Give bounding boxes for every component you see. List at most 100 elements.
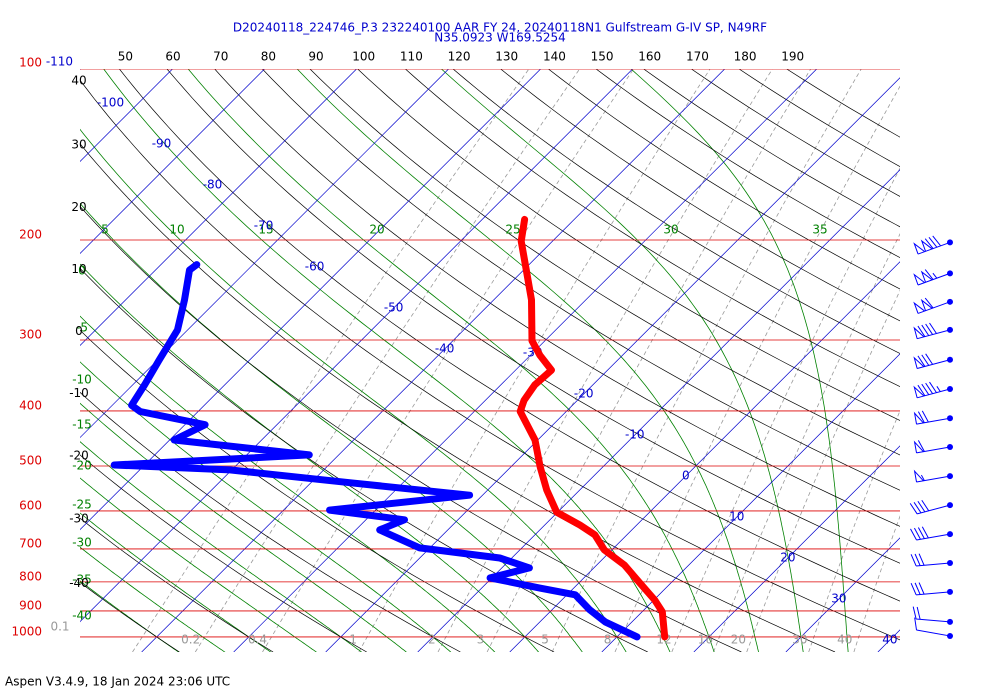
moist-adiabat-label: 5	[101, 223, 109, 237]
dry-adiabat	[80, 205, 742, 652]
wind-barb	[910, 582, 951, 596]
isotherm-label: -60	[305, 260, 325, 274]
footer: Aspen V3.4.9, 18 Jan 2024 23:06 UTC	[5, 675, 230, 689]
dry-adiabat-label: 40	[71, 74, 86, 88]
moist-adiabat-label: 25	[505, 223, 520, 237]
isotherm	[80, 69, 541, 531]
dry-adiabat-label: 80	[261, 50, 276, 64]
dry-adiabat	[80, 517, 274, 652]
wind-barb	[910, 553, 951, 567]
moist-adiabat-label: -20	[72, 459, 92, 473]
isotherm-label: -80	[203, 178, 223, 192]
y-tick-label: 100	[19, 56, 42, 70]
y-tick-label: 300	[19, 327, 42, 341]
moist-adiabat-label: 30	[663, 223, 678, 237]
dry-adiabat-label: 140	[543, 50, 566, 64]
barb-station	[947, 270, 953, 277]
dry-adiabat-label: 110	[400, 50, 423, 64]
dry-adiabat	[214, 69, 900, 527]
mixing-ratio-label: 0.1	[50, 620, 69, 634]
moist-adiabat	[80, 512, 272, 652]
barb-station	[947, 239, 953, 246]
moist-adiabat	[80, 361, 452, 652]
dry-adiabat	[691, 69, 900, 197]
dry-adiabat	[452, 69, 900, 354]
chart-subtitle: N35.0923 W169.5254	[434, 31, 566, 45]
barb-station	[947, 502, 953, 509]
barb-station	[947, 415, 953, 422]
wind-barb	[913, 440, 951, 454]
dry-adiabat	[309, 69, 900, 456]
isotherm	[417, 169, 900, 652]
mixing-ratio-line	[262, 69, 634, 652]
isotherm	[141, 69, 725, 652]
dry-adiabat	[738, 69, 900, 168]
dry-adiabat-label: -10	[69, 386, 89, 400]
moist-adiabat-label: -25	[72, 498, 92, 512]
dry-adiabat-label: 20	[71, 200, 86, 214]
moist-adiabat	[103, 69, 671, 652]
moist-adiabat	[630, 69, 849, 652]
moist-adiabat-label: -40	[72, 609, 92, 623]
dry-adiabat-label: 130	[495, 50, 518, 64]
dry-adiabat-label: 90	[308, 50, 323, 64]
isotherm-label: -110	[46, 55, 73, 69]
isotherm-label: -40	[435, 342, 455, 356]
barb-station	[947, 356, 953, 363]
wind-barb	[913, 322, 951, 340]
barb-station	[947, 326, 953, 333]
y-tick-label: 800	[19, 569, 42, 583]
barb-station	[947, 531, 953, 538]
dry-adiabat-label: 30	[71, 137, 86, 151]
dry-adiabat-label: 170	[686, 50, 709, 64]
dry-adiabat	[80, 329, 555, 652]
mixing-ratio-line	[437, 69, 773, 652]
isotherm	[693, 445, 900, 652]
mixing-ratio-label: 1	[349, 633, 357, 647]
barb-station	[947, 559, 953, 566]
mixing-ratio-line	[713, 233, 900, 652]
isotherm-label: -90	[152, 137, 172, 151]
y-tick-label: 900	[19, 598, 42, 612]
moist-adiabat	[80, 580, 180, 652]
mixing-ratio-label: 5	[541, 633, 549, 647]
barb-station	[947, 632, 953, 639]
mixing-ratio-line	[358, 69, 711, 652]
moist-adiabat	[80, 546, 226, 652]
isotherm-label: -100	[97, 96, 124, 110]
dry-adiabat	[80, 79, 900, 641]
dry-adiabat-label: 10	[71, 262, 86, 276]
isotherm	[325, 77, 900, 652]
moist-adiabat-label: -30	[72, 536, 92, 550]
mixing-ratio-line	[614, 85, 900, 652]
wind-barb	[912, 606, 951, 623]
dry-adiabat	[80, 454, 367, 652]
moist-adiabat	[80, 441, 363, 652]
y-tick-label: 200	[19, 227, 42, 241]
wind-barb	[913, 353, 951, 369]
y-tick-label: 400	[19, 398, 42, 412]
barb-station	[947, 386, 953, 393]
mixing-ratio-label: 0.2	[181, 633, 200, 647]
isotherm-label: 10	[729, 510, 744, 524]
isotherm-label: 20	[780, 551, 795, 565]
isotherm	[785, 537, 900, 652]
barb-station	[947, 588, 953, 595]
moist-adiabat	[80, 477, 317, 652]
y-tick-label: 700	[19, 536, 42, 550]
isotherm-label: 30	[831, 592, 846, 606]
dry-adiabat	[500, 69, 900, 322]
dry-adiabat	[595, 69, 900, 258]
dry-adiabat	[119, 69, 900, 602]
moist-adiabat-label: -5	[76, 321, 88, 335]
dry-adiabat	[548, 69, 900, 290]
mixing-ratio-line	[486, 69, 812, 652]
dry-adiabat	[262, 69, 900, 491]
wind-barb	[913, 269, 951, 286]
dry-adiabat-label: -20	[69, 448, 89, 462]
mixing-ratio-label: 8	[604, 633, 612, 647]
wind-barb	[913, 297, 951, 314]
isotherm-label: -20	[574, 387, 594, 401]
